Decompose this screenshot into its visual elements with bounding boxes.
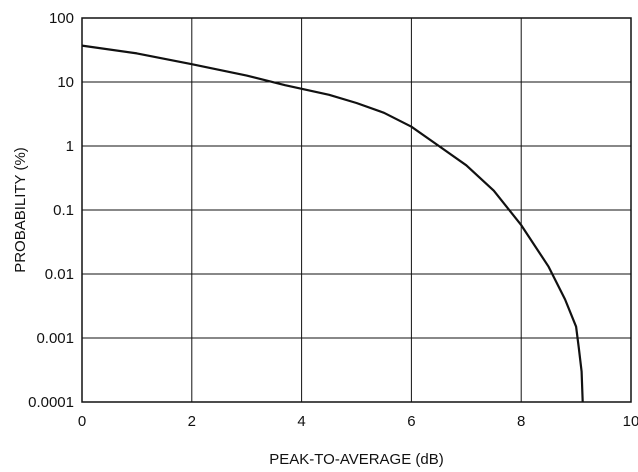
y-tick-labels: 100 10 1 0.1 0.01 0.001 0.0001 [28, 10, 74, 411]
y-tick-label: 1 [66, 138, 74, 155]
y-tick-label: 0.001 [36, 330, 74, 347]
series-layer [81, 44, 584, 403]
y-tick-label: 0.01 [45, 266, 74, 283]
x-tick-label: 8 [517, 413, 525, 430]
series-line [81, 44, 584, 403]
x-tick-labels: 0 2 4 6 8 10 [78, 413, 638, 430]
y-tick-label: 0.0001 [28, 394, 74, 411]
x-tick-label: 2 [188, 413, 196, 430]
grid [81, 17, 632, 403]
y-axis-title: PROBABILITY (%) [12, 147, 29, 273]
x-tick-label: 10 [623, 413, 638, 430]
x-tick-label: 6 [407, 413, 415, 430]
x-axis-title: PEAK-TO-AVERAGE (dB) [269, 451, 444, 468]
x-tick-label: 0 [78, 413, 86, 430]
y-tick-label: 0.1 [53, 202, 74, 219]
x-tick-label: 4 [297, 413, 305, 430]
y-tick-label: 10 [57, 74, 74, 91]
plot-frame [81, 17, 632, 403]
y-tick-label: 100 [49, 10, 74, 27]
